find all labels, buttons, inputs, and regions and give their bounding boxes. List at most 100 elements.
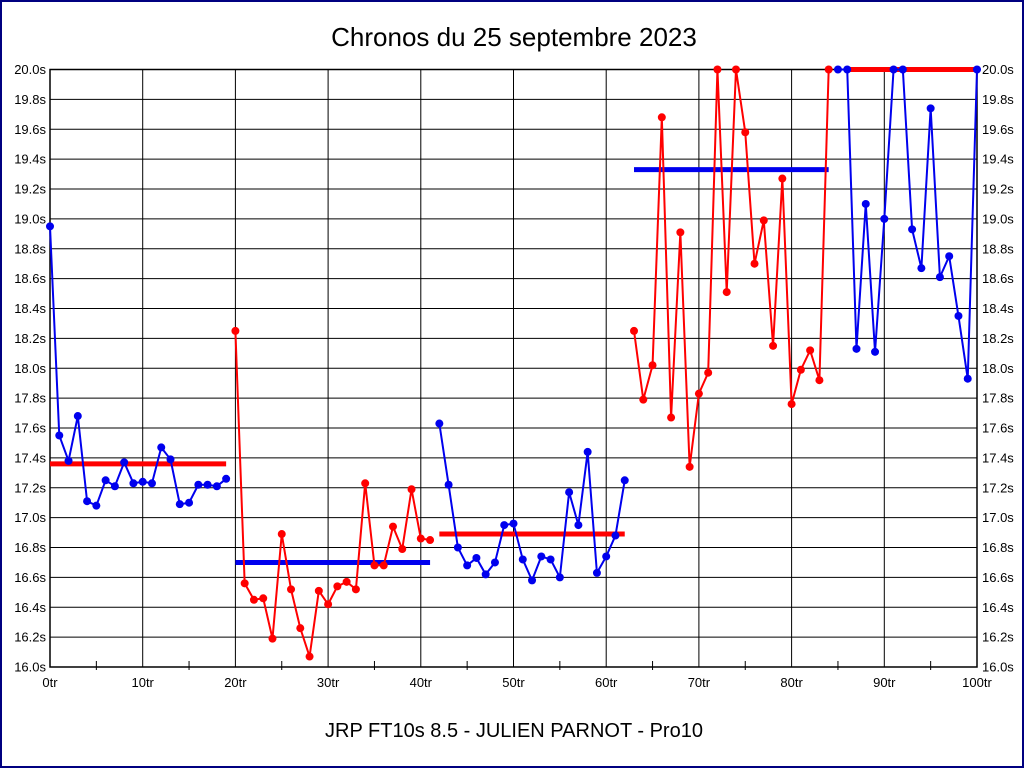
data-point-stint-3 — [435, 419, 444, 428]
data-point-stint-1 — [64, 456, 73, 465]
data-point-stint-1 — [157, 443, 166, 452]
data-point-stint-4 — [741, 128, 750, 137]
x-axis-label: 40tr — [410, 675, 433, 690]
data-point-stint-3 — [574, 521, 583, 530]
x-axis-label: 0tr — [42, 675, 58, 690]
y-axis-label-right: 18.0s — [982, 361, 1014, 376]
data-point-stint-4 — [778, 174, 787, 183]
series-line-stint-5 — [837, 68, 978, 379]
y-axis-label-left: 18.6s — [14, 271, 46, 286]
data-point-stint-3 — [611, 531, 620, 540]
data-point-stint-3 — [463, 561, 472, 570]
y-axis-label-right: 18.4s — [982, 301, 1014, 316]
data-point-stint-2 — [305, 652, 314, 661]
data-point-stint-5 — [954, 311, 963, 320]
data-point-stint-4 — [676, 228, 685, 237]
data-point-stint-1 — [147, 479, 156, 488]
data-point-stint-4 — [731, 65, 740, 74]
data-point-stint-2 — [351, 585, 360, 594]
data-point-stint-5 — [917, 264, 926, 273]
y-axis-label-left: 17.2s — [14, 480, 46, 495]
data-point-stint-3 — [500, 521, 509, 530]
data-point-stint-1 — [55, 431, 64, 440]
data-point-stint-5 — [908, 225, 917, 234]
data-point-stint-2 — [388, 522, 397, 531]
data-point-stint-2 — [361, 479, 370, 488]
data-point-stint-1 — [101, 476, 110, 485]
y-axis-label-left: 17.6s — [14, 421, 46, 436]
data-point-stint-1 — [138, 477, 147, 486]
data-point-stint-3 — [453, 543, 462, 552]
data-point-stint-3 — [555, 573, 564, 582]
data-point-stint-1 — [175, 500, 184, 509]
y-axis-label-left: 17.8s — [14, 391, 46, 406]
data-point-stint-2 — [268, 634, 277, 643]
y-axis-label-right: 16.0s — [982, 660, 1014, 675]
data-point-stint-3 — [472, 553, 481, 562]
data-point-stint-2 — [333, 582, 342, 591]
y-axis-label-right: 16.2s — [982, 630, 1014, 645]
series-line-stint-4 — [633, 69, 830, 467]
plot-border — [49, 68, 978, 668]
y-axis-label-left: 19.6s — [14, 122, 46, 137]
y-axis-label-left: 19.8s — [14, 92, 46, 107]
data-point-stint-5 — [963, 374, 972, 383]
data-point-stint-2 — [398, 544, 407, 553]
data-point-stint-2 — [324, 600, 333, 609]
y-axis-label-left: 16.0s — [14, 660, 46, 675]
data-point-stint-4 — [750, 259, 759, 268]
x-axis-label: 50tr — [502, 675, 525, 690]
x-axis-label: 30tr — [317, 675, 340, 690]
x-axis-label: 70tr — [688, 675, 711, 690]
data-point-stint-2 — [416, 534, 425, 543]
data-point-stint-3 — [602, 552, 611, 561]
data-point-stint-1 — [129, 479, 138, 488]
data-point-stint-2 — [426, 536, 435, 545]
y-axis-label-right: 16.6s — [982, 570, 1014, 585]
data-point-stint-4 — [806, 346, 815, 355]
data-point-stint-2 — [314, 586, 323, 595]
data-point-stint-5 — [926, 104, 935, 113]
y-axis-label-left: 19.4s — [14, 152, 46, 167]
data-point-stint-2 — [277, 530, 286, 539]
x-axis-label: 100tr — [962, 675, 992, 690]
y-axis-label-left: 16.2s — [14, 630, 46, 645]
y-axis-label-right: 19.0s — [982, 211, 1014, 226]
data-point-stint-1 — [212, 482, 221, 491]
data-point-stint-2 — [379, 561, 388, 570]
data-point-stint-1 — [185, 498, 194, 507]
data-point-stint-4 — [815, 376, 824, 385]
y-axis-label-left: 18.2s — [14, 331, 46, 346]
data-point-stint-3 — [565, 488, 574, 497]
data-point-stint-3 — [490, 558, 499, 567]
y-axis-label-right: 18.8s — [982, 241, 1014, 256]
data-point-stint-5 — [945, 252, 954, 261]
y-axis-label-right: 18.2s — [982, 331, 1014, 346]
y-axis-label-right: 16.8s — [982, 540, 1014, 555]
data-point-stint-3 — [592, 568, 601, 577]
y-axis-label-left: 19.0s — [14, 211, 46, 226]
y-axis-label-left: 18.0s — [14, 361, 46, 376]
data-point-stint-2 — [370, 561, 379, 570]
y-axis-label-right: 17.2s — [982, 480, 1014, 495]
data-point-stint-5 — [852, 344, 861, 353]
data-point-stint-4 — [759, 216, 768, 225]
data-point-stint-3 — [537, 552, 546, 561]
data-point-stint-2 — [407, 485, 416, 494]
data-point-stint-5 — [833, 65, 842, 74]
y-axis-label-right: 17.4s — [982, 450, 1014, 465]
y-axis-label-right: 16.4s — [982, 600, 1014, 615]
x-axis-label: 60tr — [595, 675, 618, 690]
data-point-stint-4 — [722, 288, 731, 297]
data-point-stint-4 — [704, 368, 713, 377]
data-point-stint-4 — [713, 65, 722, 74]
chart-footer: JRP FT10s 8.5 - JULIEN PARNOT - Pro10 — [325, 720, 703, 742]
data-point-stint-2 — [240, 579, 249, 588]
data-point-stint-1 — [46, 222, 54, 231]
data-point-stint-4 — [824, 65, 833, 74]
x-axis-label: 80tr — [780, 675, 803, 690]
x-axis-label: 90tr — [873, 675, 896, 690]
y-axis-label-left: 17.0s — [14, 510, 46, 525]
data-point-stint-5 — [843, 65, 852, 74]
